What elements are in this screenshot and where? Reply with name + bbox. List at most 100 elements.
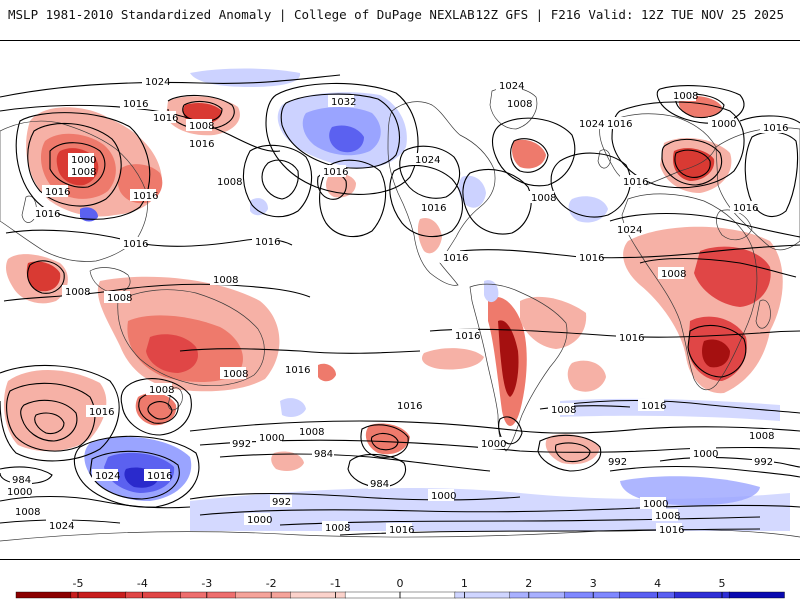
svg-text:992: 992: [272, 497, 291, 508]
isobar-1000-sw-pac: [20, 399, 78, 442]
anomaly-band-southern-ocean: [190, 487, 790, 531]
contour-label: 984: [312, 447, 334, 460]
map-panel[interactable]: 1024 1016 1008 1016 1000 1008 1016 1016 …: [0, 40, 800, 560]
svg-text:992: 992: [608, 457, 627, 468]
svg-text:1008: 1008: [531, 193, 556, 204]
svg-text:1000: 1000: [247, 515, 272, 526]
isobar-1000-npac-low: [49, 142, 106, 188]
svg-text:1008: 1008: [189, 121, 214, 132]
isobar-1024-asia: [744, 131, 799, 218]
anomaly-area-s-pac-sm: [280, 398, 306, 417]
svg-text:1016: 1016: [45, 187, 70, 198]
contour-label: 1000: [428, 489, 456, 502]
isobar-992-s-indian: [659, 456, 800, 468]
coastline-arabia: [716, 209, 753, 241]
isobar-1000-s-atlantic-2: [609, 465, 800, 478]
colorbar-cell: [344, 591, 401, 599]
isobar-1008-n-atlantic: [510, 138, 549, 173]
contour-label: 1000: [708, 117, 736, 130]
svg-text:1000: 1000: [481, 439, 506, 450]
svg-text:1016: 1016: [285, 365, 310, 376]
isobar-1016-asia-east: [739, 115, 800, 124]
contour-label: 1016: [120, 97, 148, 110]
contour-label: 1008: [670, 89, 698, 102]
contour-label: 1000: [68, 153, 96, 166]
contour-label: 1024: [576, 117, 604, 130]
contour-label: 1024: [496, 79, 524, 92]
svg-text:1008: 1008: [217, 177, 242, 188]
anomaly-area-n-america-east: [458, 175, 486, 208]
isobars: [0, 74, 800, 536]
contour-label: 1016: [186, 137, 214, 150]
coastline-australia: [117, 289, 265, 387]
contour-label: 1008: [186, 119, 214, 132]
isobar-1024-s-pac-high: [89, 450, 180, 500]
isobar-1008-s-america-s: [498, 416, 523, 445]
anomaly-area-south-atlantic: [567, 360, 606, 392]
colorbar-cell: [728, 591, 785, 599]
contour-label: 1016: [86, 405, 114, 418]
svg-text:1016: 1016: [189, 139, 214, 150]
contour-label: 1016: [120, 237, 148, 250]
isobar-1008-aleutian: [167, 94, 235, 130]
colorbar-ticks: [77, 592, 723, 598]
svg-text:1024: 1024: [49, 521, 74, 532]
isobar-1016-central-pac: [242, 144, 313, 218]
contour-label: 1016: [638, 399, 666, 412]
svg-text:1016: 1016: [623, 177, 648, 188]
contour-label: 1016: [394, 399, 422, 412]
anomaly-core-europe: [672, 148, 715, 181]
isobar-1008-npac-low: [27, 122, 122, 207]
svg-text:1024: 1024: [95, 471, 120, 482]
anomaly-small-na-pac: [80, 207, 98, 222]
contour-label: 1016: [150, 111, 178, 124]
svg-text:1016: 1016: [421, 203, 446, 214]
colorbar-tick-label: 0: [396, 577, 404, 590]
contour-label: 1016: [616, 331, 644, 344]
isobar-1016-s-pac: [179, 348, 421, 354]
svg-text:1016: 1016: [389, 525, 414, 536]
isobar-1000-s-pac-low: [147, 401, 173, 420]
isobar-1008-africa-south: [687, 324, 747, 378]
anomaly-area-north-atlantic: [512, 139, 546, 169]
svg-text:1008: 1008: [673, 91, 698, 102]
contour-label: 1008: [62, 285, 90, 298]
svg-text:1032: 1032: [331, 97, 356, 108]
pressure-anomaly-map[interactable]: 1024 1016 1008 1016 1000 1008 1016 1016 …: [0, 41, 800, 559]
isobar-1016-s-indian: [559, 399, 800, 414]
colorbar-tick-label: 4: [654, 577, 662, 590]
contour-label: 1000: [4, 485, 32, 498]
svg-text:1008: 1008: [507, 99, 532, 110]
svg-text:1016: 1016: [397, 401, 422, 412]
anomaly-area-s-america-pac: [484, 280, 499, 303]
positive-anomaly-shading: [80, 68, 790, 531]
anomaly-area-s-ocean-1: [271, 451, 304, 471]
contour-label: 1008: [296, 425, 324, 438]
isobar-1008-central-pac: [261, 159, 299, 200]
contour-label: 1016: [144, 469, 172, 482]
isobar-1016-n-atlantic: [491, 117, 576, 187]
model-run-info: 12Z GFS | F216 Valid: 12Z TUE NOV 25 202…: [475, 7, 784, 22]
anomaly-area-s-ocean-2: [545, 434, 600, 465]
svg-text:1016: 1016: [123, 99, 148, 110]
contour-label: 992: [230, 437, 252, 450]
anomaly-band-southern-ocean-2: [560, 398, 780, 421]
coastline-uk: [597, 149, 611, 169]
isobar-1000-arctic: [675, 93, 725, 119]
colorbar-tick-label: -5: [72, 577, 84, 590]
colorbar-legend: [0, 558, 800, 600]
isobar-1024-ne-pac: [319, 159, 387, 238]
isobar-1016-na-east: [462, 168, 532, 235]
colorbar-cell: [180, 591, 237, 599]
svg-text:1008: 1008: [223, 369, 248, 380]
anomaly-area-amazon: [520, 296, 587, 349]
isobar-1016-atlantic: [459, 244, 800, 259]
contour-label: 1008: [658, 267, 686, 280]
isobar-1024-north: [0, 74, 341, 98]
svg-text:1016: 1016: [255, 237, 280, 248]
contour-label: 984: [368, 477, 390, 490]
contour-label: 1016: [452, 329, 480, 342]
svg-text:1000: 1000: [259, 433, 284, 444]
contour-label: 1016: [576, 251, 604, 264]
svg-text:1024: 1024: [579, 119, 604, 130]
